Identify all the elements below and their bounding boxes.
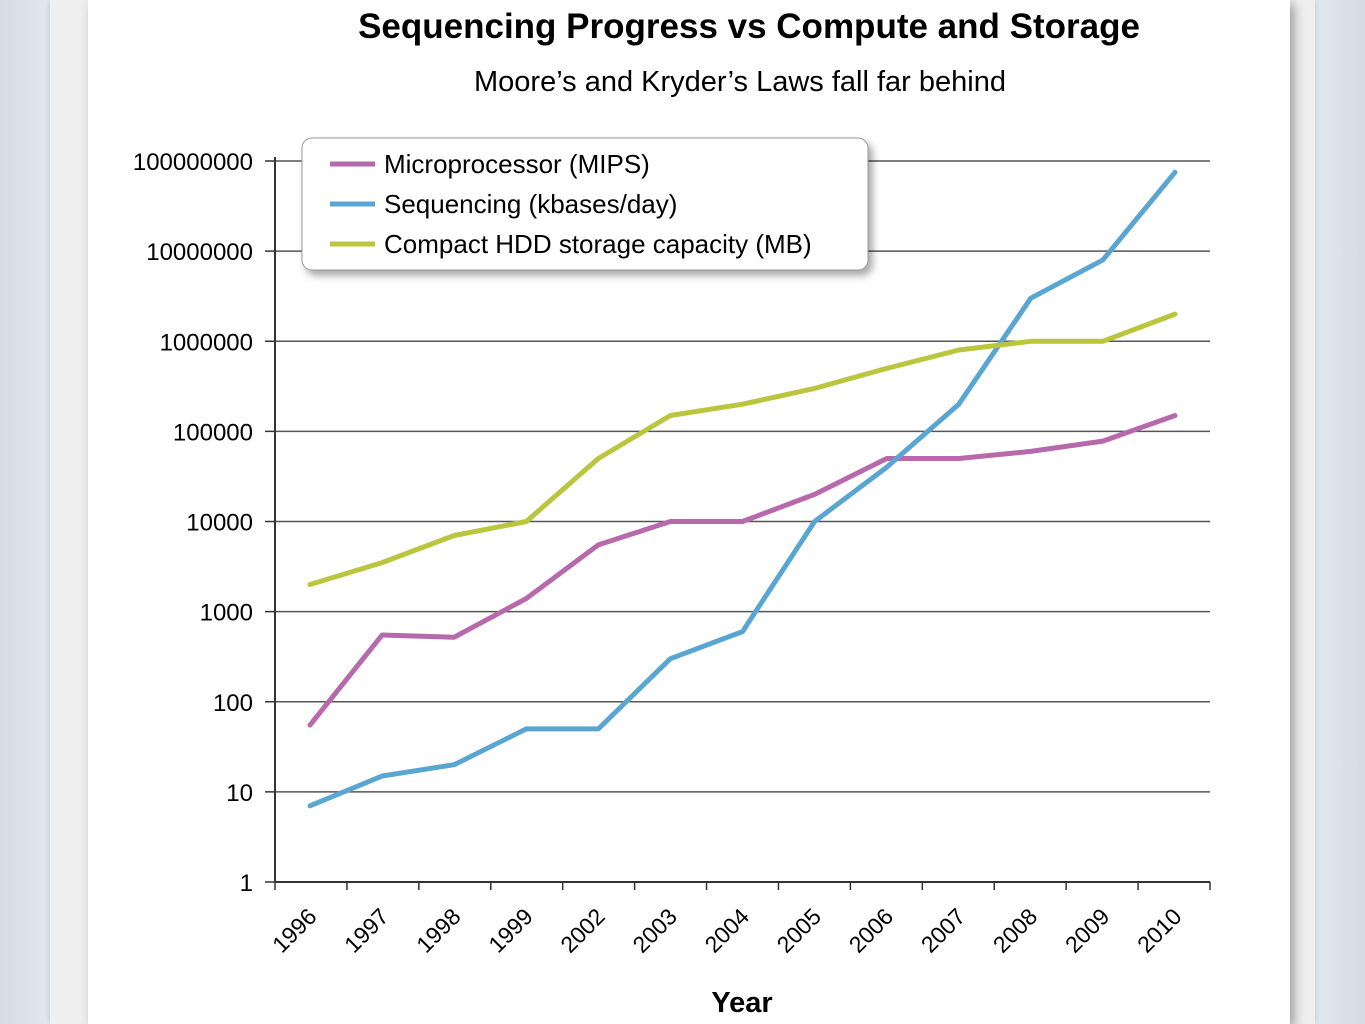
y-tick-label: 10 [226, 780, 253, 807]
legend-box [301, 137, 869, 271]
x-tick-label: 2006 [844, 903, 899, 958]
axes [274, 157, 1210, 883]
y-tick-label: 1 [240, 870, 253, 897]
series-line-2 [307, 169, 1178, 809]
x-tick-label: 2004 [699, 903, 754, 958]
y-axis-ticks: 1 10 100 1000 10000 100000 1000000 10000000 1000… [133, 149, 275, 897]
y-tick-label: 100000 [173, 419, 253, 446]
x-tick-label: 2009 [1060, 903, 1115, 958]
legend-label: Compact HDD storage capacity (MB) [384, 229, 812, 259]
chart-subtitle: Moore’s and Kryder’s Laws fall far behin… [474, 66, 1006, 98]
y-tick-label: 10000 [186, 510, 253, 537]
legend: Microprocessor (MIPS) Sequencing (kbases/… [301, 137, 869, 271]
x-tick-label: 2003 [627, 903, 682, 958]
x-tick-label: 1996 [267, 903, 322, 958]
x-tick-label: 1999 [483, 903, 538, 958]
x-axis-ticks: 1996 1997 1998 1999 2002 2003 2004 2005 2006 2007… [267, 882, 1211, 958]
y-tick-label: 100 [213, 690, 253, 717]
x-tick-label: 1997 [339, 903, 394, 958]
series-line-1 [307, 413, 1178, 728]
y-tick-label: 1000 [200, 600, 253, 627]
x-axis-label: Year [711, 987, 772, 1019]
y-tick-label: 10000000 [146, 239, 253, 266]
legend-label: Sequencing (kbases/day) [384, 189, 677, 219]
chart-title: Sequencing Progress vs Compute and Stora… [358, 7, 1140, 46]
legend-label: Microprocessor (MIPS) [384, 149, 650, 179]
y-tick-label: 1000000 [160, 329, 253, 356]
series-lines [307, 169, 1178, 809]
x-tick-label: 2008 [988, 903, 1043, 958]
x-tick-label: 2007 [916, 903, 971, 958]
x-tick-label: 1998 [411, 903, 466, 958]
x-tick-label: 2010 [1132, 903, 1187, 958]
x-tick-label: 2005 [772, 903, 827, 958]
y-tick-label: 100000000 [133, 149, 253, 176]
series-line-3 [307, 311, 1178, 587]
x-tick-label: 2002 [555, 903, 610, 958]
